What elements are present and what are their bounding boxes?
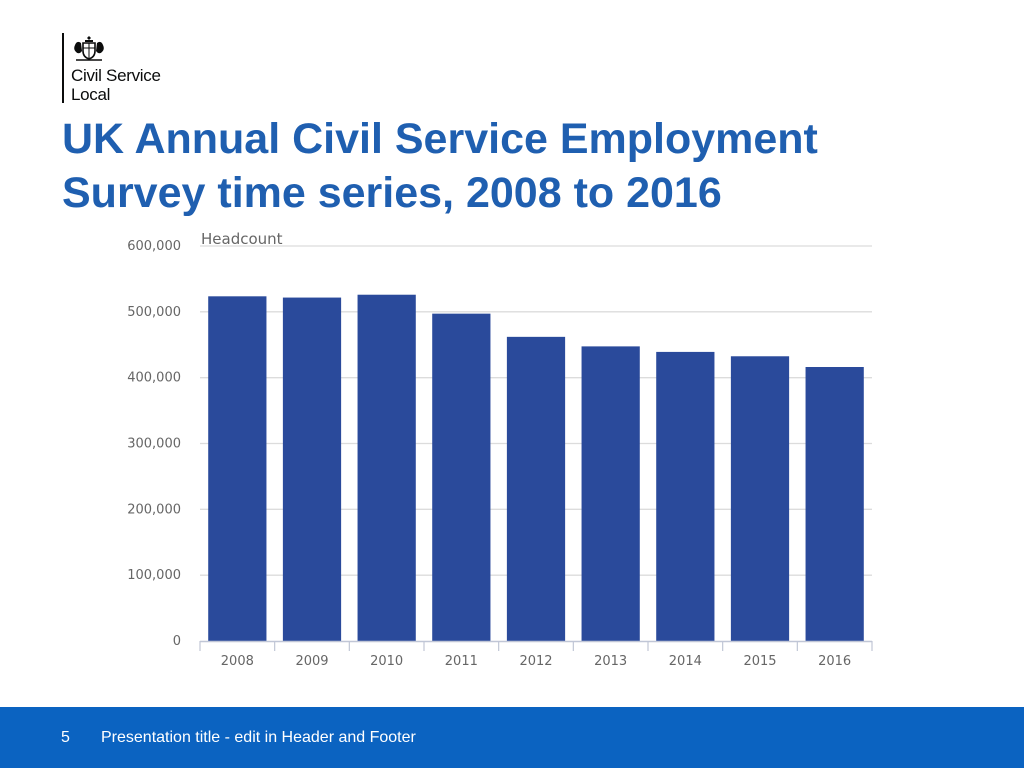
y-tick-label: 300,000 (127, 437, 181, 452)
bar (805, 367, 864, 641)
bar (282, 297, 342, 641)
y-tick-label: 200,000 (127, 502, 181, 517)
x-tick-label: 2015 (743, 654, 776, 669)
bar (357, 294, 416, 641)
bar (581, 346, 640, 641)
y-tick-label: 400,000 (127, 371, 181, 386)
x-tick-label: 2016 (818, 654, 851, 669)
bar (730, 356, 790, 641)
page-number: 5 (61, 729, 70, 746)
y-tick-label: 600,000 (127, 239, 181, 254)
y-tick-label: 500,000 (127, 305, 181, 320)
x-tick-label: 2009 (295, 654, 328, 669)
chart-title: Headcount (201, 230, 283, 248)
x-tick-label: 2010 (370, 654, 403, 669)
x-tick-label: 2012 (519, 654, 552, 669)
org-line-2: Local (71, 85, 111, 104)
civil-service-logo: Civil Service Local (62, 33, 192, 104)
x-tick-label: 2013 (594, 654, 627, 669)
royal-coat-of-arms-icon (74, 36, 104, 61)
y-tick-label: 100,000 (127, 568, 181, 583)
x-tick-label: 2011 (445, 654, 478, 669)
org-line-1: Civil Service (71, 66, 161, 85)
organisation-name: Civil Service Local (71, 66, 161, 104)
x-tick-label: 2014 (669, 654, 702, 669)
footer-text: Presentation title - edit in Header and … (101, 729, 416, 746)
bar (506, 336, 566, 641)
bar (208, 296, 267, 641)
slide-title: UK Annual Civil Service Employment Surve… (62, 115, 818, 217)
headcount-bar-chart: 0 100,000 200,000 300,000 400,000 500,000 600,… (127, 230, 873, 669)
bar (432, 313, 491, 641)
bar (656, 351, 715, 641)
y-tick-label: 0 (173, 634, 181, 649)
x-tick-label: 2008 (221, 654, 254, 669)
slide-footer: 5 Presentation title - edit in Header an… (0, 707, 1024, 768)
